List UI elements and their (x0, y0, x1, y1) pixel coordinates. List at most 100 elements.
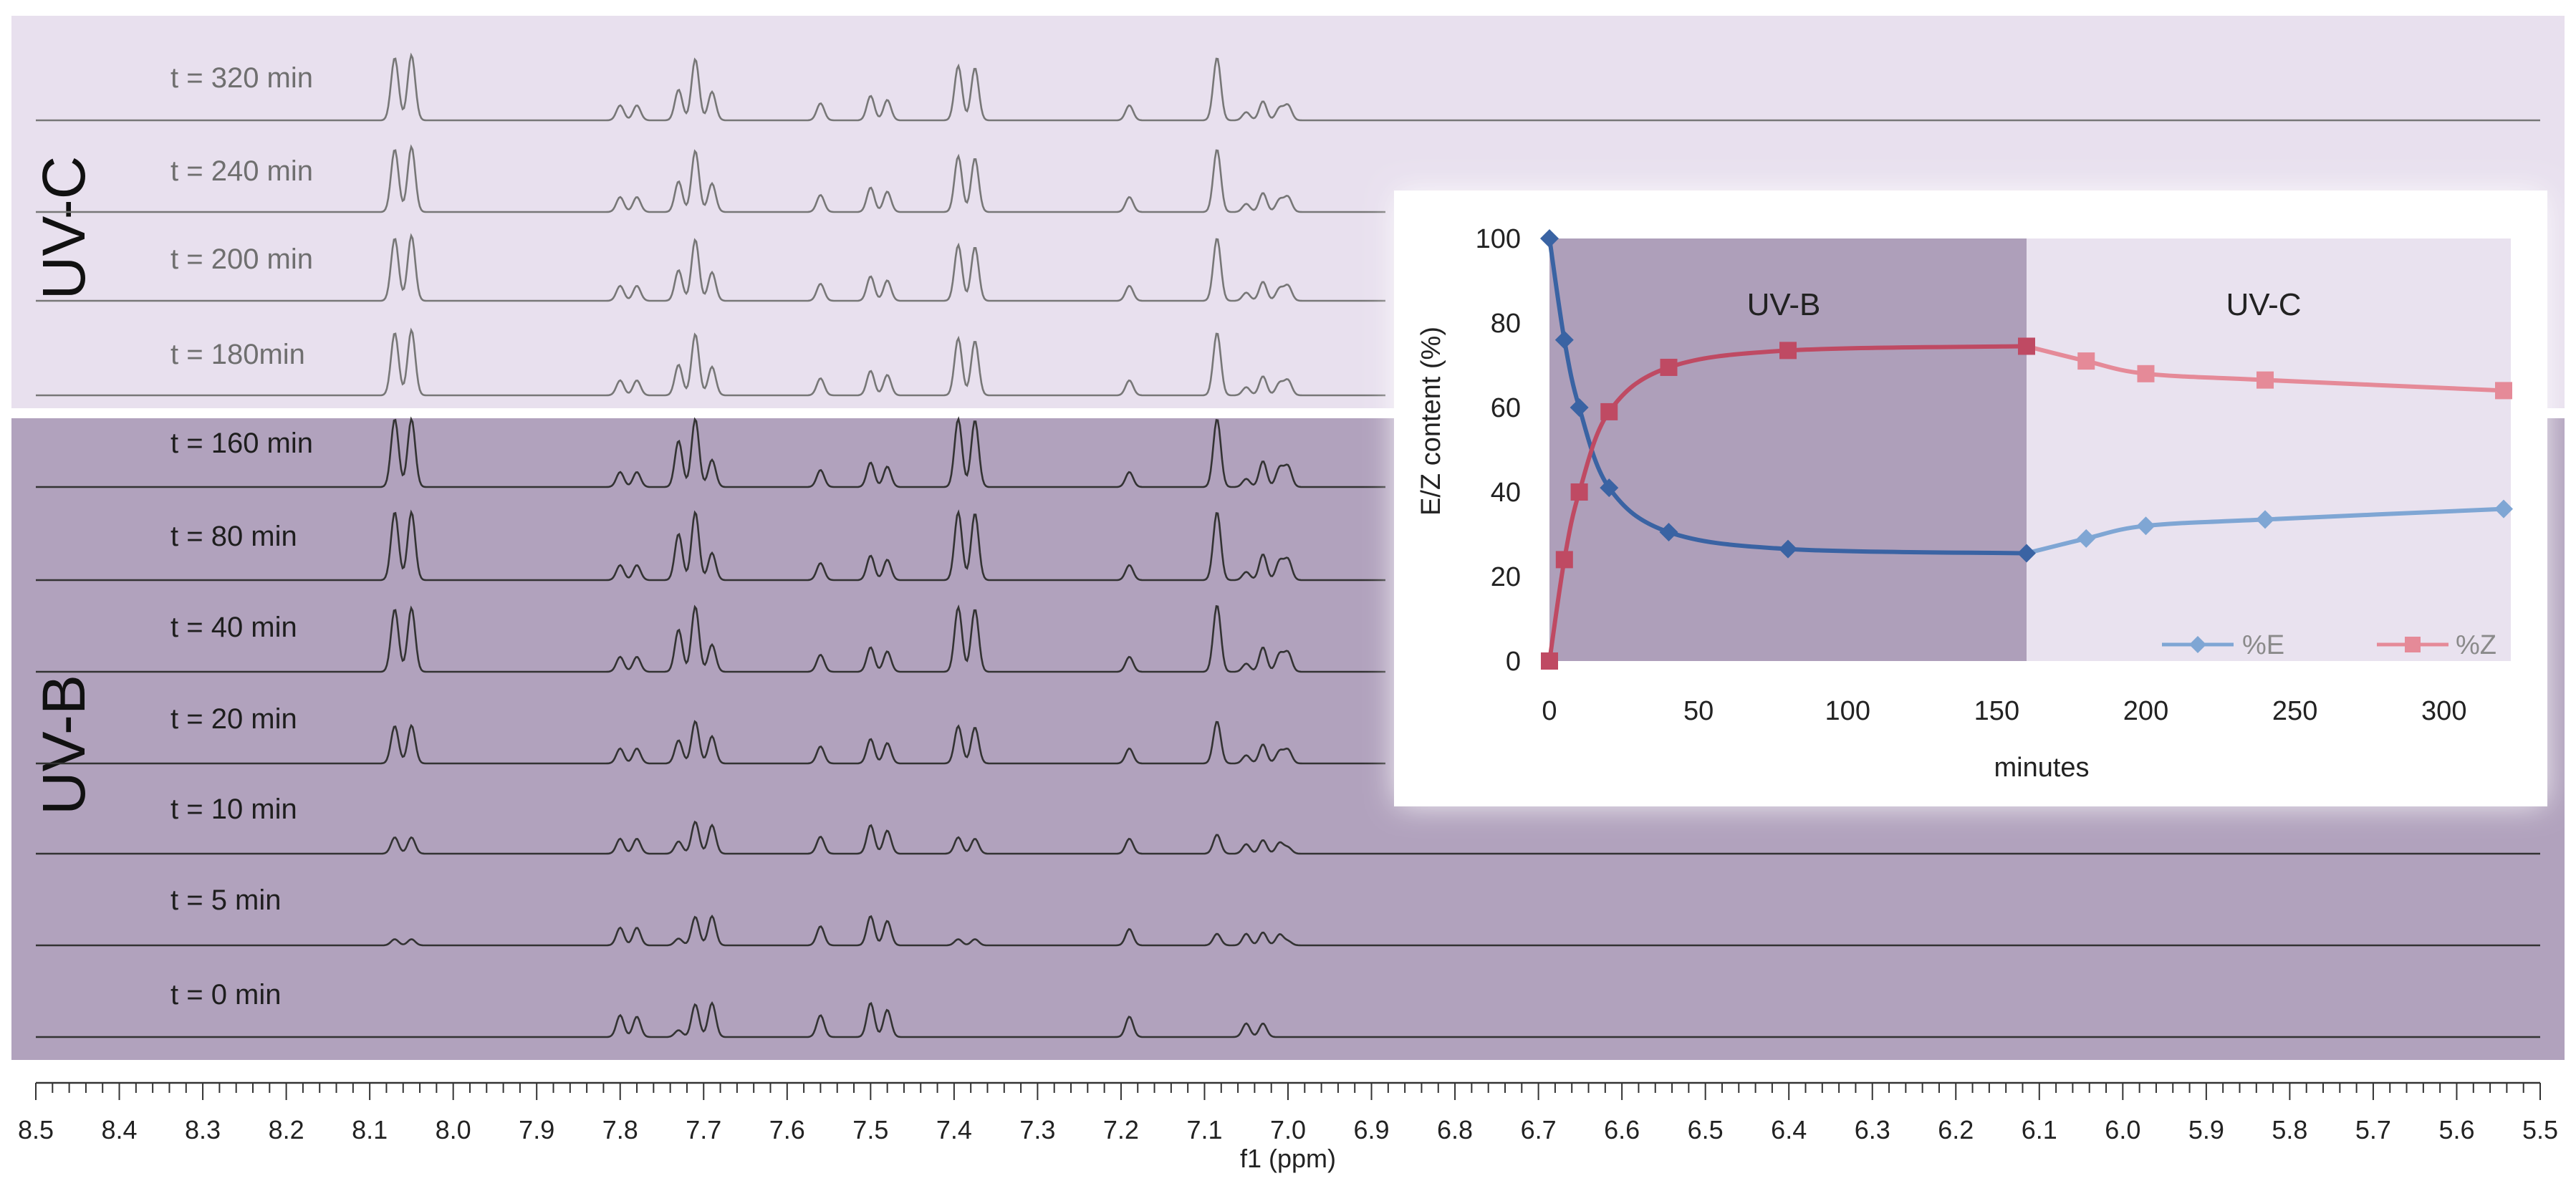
inset-uvb-shade (1549, 238, 2027, 661)
inset-y-tick-label: 40 (1491, 478, 1521, 508)
inset-legend: %E %Z (2162, 630, 2496, 660)
z-point (2018, 337, 2035, 355)
z-point (1660, 358, 1678, 376)
z-point (1555, 551, 1573, 569)
ppm-tick-label: 7.0 (1270, 1115, 1306, 1144)
spectrum-time-label: t = 240 min (170, 155, 313, 187)
region-label-uvb: UV-B (30, 675, 97, 815)
ppm-tick-label: 6.0 (2105, 1115, 2140, 1144)
ppm-tick-label: 7.3 (1019, 1115, 1055, 1144)
spectrum-trace (36, 144, 1385, 213)
z-point (1541, 652, 1558, 670)
inset-y-axis-label: E/Z content (%) (1416, 327, 1446, 516)
spectrum-trace (36, 52, 2540, 122)
ppm-tick-label: 7.7 (686, 1115, 721, 1144)
spectrum-time-label: t = 200 min (170, 243, 313, 275)
inset-y-tick-label: 60 (1491, 393, 1521, 423)
spectrum-time-label: t = 80 min (170, 521, 297, 552)
inset-y-tick-label: 20 (1491, 562, 1521, 592)
region-label-uvc: UV-C (30, 156, 97, 300)
z-point (1779, 342, 1797, 360)
inset-x-tick-label: 0 (1542, 696, 1557, 726)
e-point (2136, 516, 2156, 536)
ppm-tick-label: 8.2 (269, 1115, 304, 1144)
inset-x-tick-label: 200 (2123, 696, 2168, 726)
ppm-tick-label: 6.9 (1354, 1115, 1390, 1144)
inset-uvc-shade (2027, 238, 2511, 661)
spectrum-time-label: t = 160 min (170, 428, 313, 459)
ppm-tick-label: 6.6 (1604, 1115, 1640, 1144)
spectrum-trace (36, 509, 1385, 582)
spectrum-trace (36, 233, 1385, 302)
legend-e-marker (2189, 636, 2206, 653)
inset-x-tick-label: 100 (1825, 696, 1870, 726)
e-point (1600, 478, 1619, 498)
ppm-tick-label: 8.0 (436, 1115, 471, 1144)
spectrum-trace (36, 720, 1385, 765)
inset-y-tick-label: 100 (1476, 224, 1521, 254)
z-point (2137, 365, 2155, 382)
ppm-tick-label: 6.2 (1938, 1115, 1974, 1144)
ppm-axis: 8.5 8.4 8.3 8.2 8.1 8.0 7.9 7.8 7.7 7.6 7.5 7.4 7.3 7… (18, 1081, 2558, 1144)
ppm-tick-label: 5.9 (2188, 1115, 2224, 1144)
spectrum-trace (36, 820, 2540, 855)
inset-y-tick-label: 80 (1491, 309, 1521, 339)
inset-y-tick-label: 0 (1506, 647, 1521, 677)
spectrum-trace (36, 1000, 2540, 1038)
spectrum-trace (36, 327, 1385, 397)
ppm-tick-label: 7.8 (602, 1115, 638, 1144)
z-point (2257, 371, 2274, 389)
spectrum-time-label: t = 40 min (170, 612, 297, 643)
spectrum-time-label: t = 5 min (170, 884, 282, 916)
ppm-tick-label: 5.6 (2438, 1115, 2474, 1144)
legend-e-label: %E (2242, 630, 2284, 660)
spectrum-trace (36, 604, 1385, 673)
spectrum-time-label: t = 0 min (170, 979, 282, 1011)
spectrum-trace (36, 914, 2540, 947)
ppm-tick-label: 6.8 (1437, 1115, 1473, 1144)
inset-chart: 0 20 40 60 80 100 0 50 100 150 200 250 300 UV-B UV-C… (1394, 191, 2547, 806)
e-point (2077, 529, 2096, 548)
inset-x-tick-label: 300 (2421, 696, 2466, 726)
ppm-tick-label: 8.3 (185, 1115, 221, 1144)
z-point (2495, 382, 2512, 400)
ppm-tick-label: 6.5 (1688, 1115, 1724, 1144)
legend-z-label: %Z (2456, 630, 2496, 660)
z-point (1570, 483, 1588, 501)
inset-plot: 0 20 40 60 80 100 0 50 100 150 200 250 300 (1476, 224, 2513, 726)
ppm-tick-label: 6.1 (2022, 1115, 2057, 1144)
inset-x-tick-label: 50 (1683, 696, 1714, 726)
spectrum-trace (36, 416, 1385, 488)
ppm-tick-label: 8.5 (18, 1115, 54, 1144)
e-point (1570, 398, 1589, 417)
z-point (1600, 402, 1618, 420)
e-point (2017, 544, 2036, 563)
spectrum-time-label: t = 10 min (170, 794, 297, 825)
ppm-tick-label: 7.1 (1186, 1115, 1222, 1144)
inset-region-uvc-label: UV-C (2226, 287, 2301, 322)
spectrum-time-label: t = 320 min (170, 62, 313, 94)
legend-z-marker (2405, 637, 2421, 652)
spectra-group: t = 320 min t = 240 min t = 200 min t = 180… (36, 52, 2540, 1038)
spectrum-time-label: t = 180min (170, 339, 305, 370)
e-point (1554, 330, 1574, 349)
ppm-tick-label: 8.1 (352, 1115, 388, 1144)
ppm-tick-label: 5.8 (2272, 1115, 2307, 1144)
e-point (2494, 499, 2513, 519)
ppm-tick-label: 7.9 (519, 1115, 554, 1144)
inset-x-tick-label: 250 (2272, 696, 2317, 726)
z-point (2077, 352, 2095, 370)
ppm-tick-label: 6.3 (1855, 1115, 1890, 1144)
ppm-tick-label: 7.6 (769, 1115, 805, 1144)
inset-region-uvb-label: UV-B (1747, 287, 1821, 322)
ppm-tick-label: 7.2 (1103, 1115, 1139, 1144)
inset-x-tick-label: 150 (1974, 696, 2019, 726)
inset-x-axis-label: minutes (1994, 753, 2089, 783)
ppm-tick-label: 5.5 (2522, 1115, 2558, 1144)
e-point (2256, 510, 2274, 529)
ppm-tick-label: 7.4 (936, 1115, 972, 1144)
e-point (1540, 229, 1559, 248)
ppm-tick-label: 6.7 (1521, 1115, 1557, 1144)
ppm-tick-label: 6.4 (1771, 1115, 1807, 1144)
